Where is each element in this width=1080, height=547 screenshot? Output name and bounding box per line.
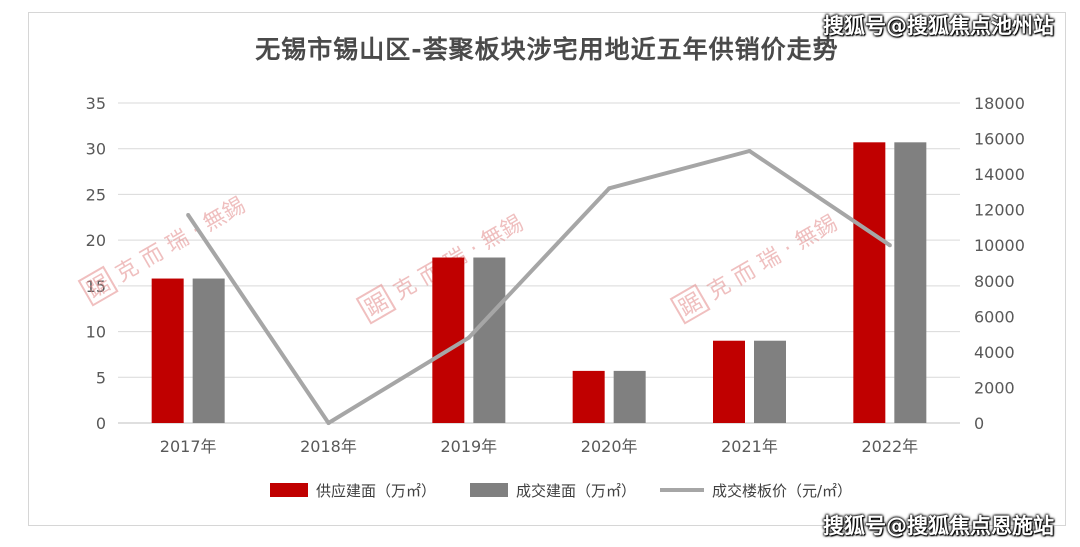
price-point: [887, 243, 892, 248]
brand-watermark-text: 克 而 瑞 · 無錫: [704, 211, 842, 305]
deal-bar: [613, 370, 646, 423]
y-left-tick-label: 20: [86, 231, 106, 250]
y-right-tick-label: 4000: [974, 343, 1015, 362]
y-right-tick-label: 10000: [974, 236, 1025, 255]
y-right-tick-label: 2000: [974, 378, 1015, 397]
price-point: [326, 421, 331, 425]
y-right-tick-label: 12000: [974, 201, 1025, 220]
supply-bar: [853, 142, 886, 424]
brand-logo-icon: [355, 283, 397, 325]
y-right-tick-label: 18000: [974, 94, 1025, 113]
supply-bar: [713, 340, 745, 423]
price-point: [747, 149, 752, 153]
y-left-tick-label: 30: [86, 140, 106, 159]
deal-bar: [192, 278, 225, 423]
x-category-label: 2017年: [160, 437, 217, 456]
brand-logo-icon: [669, 283, 711, 325]
legend-supply-swatch: [270, 483, 308, 497]
chart-frame: [28, 12, 1066, 526]
y-right-tick-label: 8000: [974, 272, 1015, 291]
chart-title: 无锡市锡山区-荟聚板块涉宅用地近五年供销价走势: [255, 35, 839, 64]
x-category-label: 2020年: [581, 437, 638, 456]
y-left-tick-label: 5: [96, 368, 106, 387]
brand-watermark: 踞克 而 瑞 · 無錫: [669, 211, 842, 325]
watermark-top: 搜狐号@搜狐焦点池州站: [823, 14, 1054, 38]
legend-deal-swatch: [470, 483, 508, 497]
y-right-tick-label: 0: [974, 414, 984, 433]
y-left-tick-label: 35: [86, 94, 106, 113]
supply-bar: [151, 278, 184, 423]
supply-bar: [432, 257, 465, 423]
deal-bar: [754, 340, 786, 423]
price-point: [466, 335, 471, 340]
price-line: [186, 149, 891, 425]
y-left-tick-label: 0: [96, 414, 106, 433]
brand-logo-icon: [77, 265, 119, 307]
x-category-label: 2018年: [300, 437, 357, 456]
legend-supply-label: 供应建面（万㎡）: [316, 482, 436, 500]
watermark-bottom: 搜狐号@搜狐焦点恩施站: [823, 514, 1054, 538]
supply-bar: [572, 370, 605, 423]
price-point: [186, 213, 191, 217]
deal-bar: [894, 142, 927, 424]
x-category-label: 2021年: [721, 437, 778, 456]
legend-deal-label: 成交建面（万㎡）: [516, 482, 636, 500]
deal-bar: [473, 257, 506, 423]
legend-price-label: 成交楼板价（元/㎡）: [712, 482, 852, 500]
x-category-label: 2022年: [861, 437, 918, 456]
y-right-tick-label: 6000: [974, 307, 1015, 326]
price-point: [607, 186, 612, 191]
y-right-tick-label: 14000: [974, 165, 1025, 184]
y-left-tick-label: 10: [86, 323, 106, 342]
y-left-tick-label: 25: [86, 185, 106, 204]
x-category-label: 2019年: [440, 437, 497, 456]
y-right-tick-label: 16000: [974, 130, 1025, 149]
y-left-tick-label: 15: [86, 277, 106, 296]
